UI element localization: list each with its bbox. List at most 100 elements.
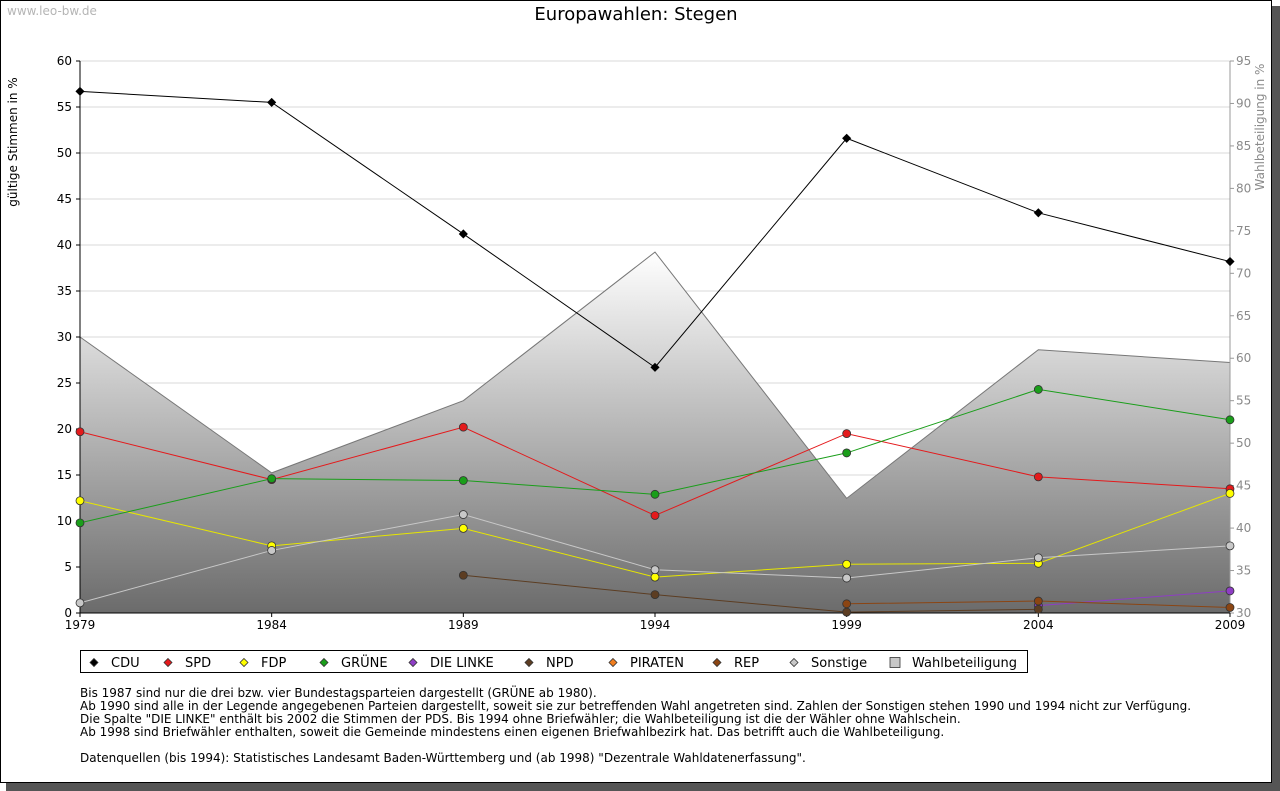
data-point: [1225, 256, 1235, 267]
data-point: [1033, 208, 1043, 218]
legend-marker: [163, 657, 173, 668]
data-point: [267, 474, 277, 484]
y-tick-label: 0: [64, 606, 72, 620]
y2-tick-label: 55: [1236, 394, 1251, 408]
y2-tick-label: 80: [1236, 181, 1251, 195]
data-point: [75, 427, 85, 437]
legend-marker: [239, 657, 249, 668]
x-tick-label: 1999: [831, 618, 862, 632]
y-tick-label: 15: [57, 468, 72, 482]
data-point: [650, 511, 660, 520]
legend-label: Sonstige: [811, 656, 867, 671]
legend-marker: [789, 657, 799, 668]
x-tick-label: 1979: [65, 618, 96, 632]
y2-tick-label: 60: [1236, 351, 1251, 365]
data-point: [458, 476, 468, 485]
legend-marker: [524, 657, 534, 668]
data-source: Datenquellen (bis 1994): Statistisches L…: [80, 751, 806, 765]
y-tick-label: 30: [57, 330, 72, 344]
data-point: [75, 518, 85, 528]
x-tick-label: 1989: [448, 618, 479, 632]
y2-tick-label: 85: [1236, 139, 1251, 153]
data-point: [842, 599, 852, 609]
chart-notes: Bis 1987 sind nur die drei bzw. vier Bun…: [80, 687, 1191, 765]
data-point: [1225, 603, 1235, 612]
data-point: [458, 570, 468, 580]
data-point: [75, 496, 85, 506]
data-point: [842, 133, 852, 143]
y-tick-label: 55: [57, 100, 72, 114]
legend-label: CDU: [111, 656, 140, 671]
y-axis-label: gültige Stimmen in %: [6, 77, 20, 206]
data-point: [650, 565, 660, 575]
y-tick-label: 45: [57, 192, 72, 206]
frame-shadow-bottom: [6, 783, 1280, 791]
y-tick-label: 40: [57, 238, 72, 252]
data-point: [1225, 541, 1235, 551]
y2-tick-label: 70: [1236, 266, 1251, 280]
y2-tick-label: 30: [1236, 606, 1251, 620]
data-point: [842, 429, 852, 439]
y2-tick-label: 40: [1236, 521, 1251, 535]
x-tick-label: 2009: [1215, 618, 1246, 632]
turnout-area: [80, 252, 1230, 614]
turnout-line: [79, 251, 1231, 500]
x-tick-label: 2004: [1023, 618, 1054, 632]
data-point: [650, 590, 660, 599]
note-line: Bis 1987 sind nur die drei bzw. vier Bun…: [80, 686, 597, 700]
y2-tick-label: 90: [1236, 96, 1251, 110]
data-point: [650, 489, 660, 499]
y2-tick-label: 45: [1236, 479, 1251, 493]
legend-marker: [889, 657, 901, 668]
legend-marker: [712, 657, 722, 668]
data-point: [267, 546, 277, 555]
legend-label: GRÜNE: [341, 654, 388, 671]
legend-label: REP: [734, 656, 759, 671]
legend-label: DIE LINKE: [430, 656, 494, 671]
data-point: [842, 559, 852, 569]
y-tick-label: 35: [57, 284, 72, 298]
legend-marker: [608, 657, 618, 668]
y2-tick-label: 50: [1236, 436, 1251, 450]
data-point: [1225, 488, 1235, 498]
note-line: Die Spalte "DIE LINKE" enthält bis 2002 …: [80, 712, 961, 726]
series-line: [1038, 590, 1231, 607]
legend-items: CDU SPD FDP GRÜNE DIE LINKE NPD PIRATEN REP Sons…: [89, 654, 1017, 671]
x-tick-label: 1994: [640, 618, 671, 632]
y2-tick-label: 75: [1236, 224, 1251, 238]
y-tick-label: 25: [57, 376, 72, 390]
data-point: [1033, 604, 1043, 614]
data-point: [1225, 586, 1235, 596]
legend-label: Wahlbeteiligung: [912, 656, 1017, 671]
legend-label: NPD: [546, 656, 574, 671]
election-chart: Europawahlen: Stegen 0 5 10 15 20 25 30 35 40 45 50…: [6, 4, 1267, 632]
legend-label: FDP: [261, 656, 286, 671]
data-point: [458, 510, 468, 519]
data-point: [1225, 415, 1235, 425]
legend-label: PIRATEN: [630, 656, 684, 671]
data-point: [267, 97, 277, 107]
data-point: [842, 573, 852, 583]
y-tick-label: 60: [57, 54, 72, 68]
data-point: [1033, 553, 1043, 563]
legend-marker: [319, 657, 329, 668]
data-point: [842, 607, 852, 617]
note-line: Ab 1990 sind alle in der Legende angegeb…: [80, 699, 1192, 713]
note-line: Ab 1998 sind Briefwähler enthalten, sowe…: [80, 725, 945, 739]
y-tick-label: 10: [57, 514, 72, 528]
data-point: [650, 362, 660, 372]
data-point: [458, 229, 468, 239]
chart-title: Europawahlen: Stegen: [534, 4, 737, 25]
data-point: [1033, 385, 1043, 394]
data-point: [1033, 596, 1043, 606]
data-point: [1033, 472, 1043, 482]
data-point: [458, 422, 468, 432]
y2-axis-label: Wahlbeteiligung in %: [1253, 64, 1267, 191]
chart-legend: CDU SPD FDP GRÜNE DIE LINKE NPD PIRATEN REP Sons…: [80, 650, 1028, 673]
data-point: [75, 86, 85, 96]
y2-tick-label: 35: [1236, 564, 1251, 578]
series-line: [463, 574, 1039, 613]
legend-marker: [89, 657, 99, 668]
y-tick-label: 20: [57, 422, 72, 436]
y-tick-label: 50: [57, 146, 72, 160]
